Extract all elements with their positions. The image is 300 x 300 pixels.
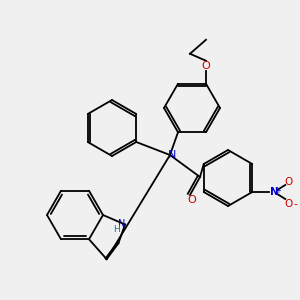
Text: +: + bbox=[275, 188, 281, 194]
Text: N: N bbox=[270, 187, 279, 197]
Text: N: N bbox=[168, 150, 176, 160]
Text: -: - bbox=[293, 199, 297, 209]
Text: O: O bbox=[284, 199, 292, 209]
Text: N: N bbox=[118, 220, 126, 230]
Text: O: O bbox=[188, 195, 196, 205]
Text: O: O bbox=[202, 61, 210, 71]
Text: O: O bbox=[284, 177, 292, 187]
Text: H: H bbox=[112, 225, 119, 234]
